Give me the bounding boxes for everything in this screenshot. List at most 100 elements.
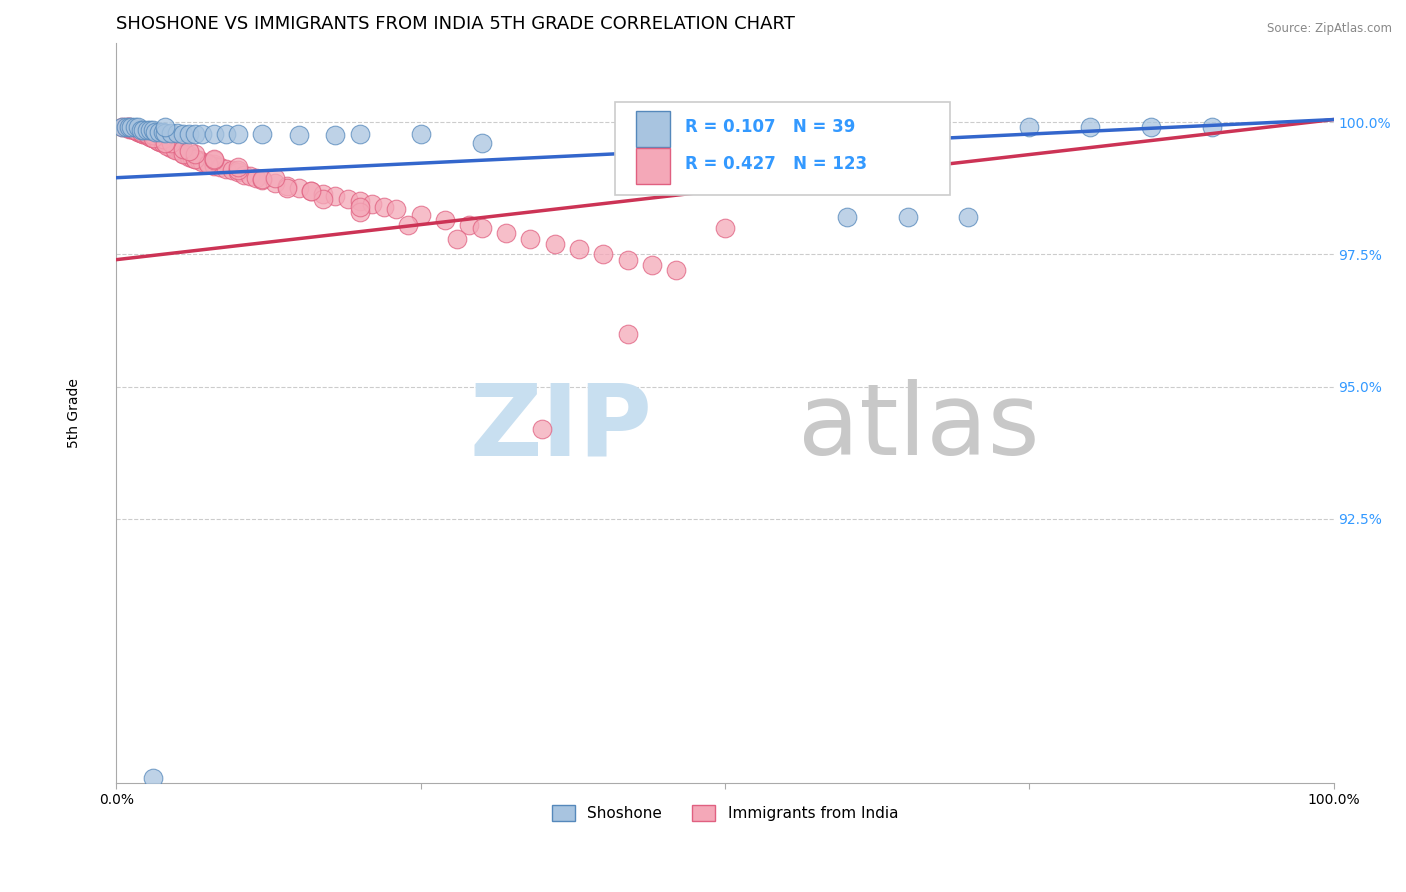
Point [172,142,194,156]
Point [135,128,157,143]
Point [409,208,432,222]
Point [641,258,664,272]
Point [172,147,194,161]
Point [129,125,152,139]
Point [226,160,249,174]
Point [179,127,201,141]
Point [312,186,335,201]
Point [665,263,688,277]
Point [202,127,225,141]
Text: 5th Grade: 5th Grade [66,378,80,448]
Point [470,221,492,235]
Point [543,236,565,251]
Point [153,136,176,151]
Point [160,136,183,151]
Point [153,120,176,135]
Text: R = 0.107   N = 39: R = 0.107 N = 39 [685,118,855,136]
Point [148,125,170,139]
Point [197,156,219,170]
Point [163,143,186,157]
Point [184,152,207,166]
Point [263,176,285,190]
Text: SHOSHONE VS IMMIGRANTS FROM INDIA 5TH GRADE CORRELATION CHART: SHOSHONE VS IMMIGRANTS FROM INDIA 5TH GR… [117,15,796,33]
Point [149,134,172,148]
Point [124,123,146,137]
Point [136,128,159,143]
Point [163,142,186,156]
Point [152,136,174,150]
Point [132,123,155,137]
Point [215,127,238,141]
Point [179,145,201,159]
Point [160,126,183,140]
Point [142,771,165,785]
Point [156,137,179,152]
Point [1201,120,1223,135]
Point [276,178,298,193]
Point [143,125,166,139]
Point [398,219,420,233]
Point [835,211,858,225]
Point [117,120,139,135]
Text: R = 0.427   N = 123: R = 0.427 N = 123 [685,154,868,172]
Point [349,205,371,219]
Point [336,192,359,206]
Point [120,121,142,136]
Point [184,147,207,161]
Point [124,123,146,137]
Point [115,120,138,135]
Point [117,121,139,136]
Point [166,142,188,156]
Point [179,150,201,164]
Point [172,145,194,160]
Point [124,123,146,137]
Point [143,131,166,145]
Point [132,127,155,141]
Point [127,125,149,139]
Point [312,192,335,206]
Point [135,127,157,141]
Point [142,131,165,145]
Point [120,120,142,135]
Point [202,159,225,173]
Point [349,127,371,141]
Point [197,157,219,171]
Point [202,153,225,168]
Point [152,136,174,151]
Point [592,247,614,261]
Point [132,126,155,140]
Point [146,134,169,148]
Point [184,152,207,166]
Text: atlas: atlas [799,379,1039,476]
Point [616,252,638,267]
Point [361,197,384,211]
Point [166,126,188,140]
Point [208,160,231,174]
Point [446,231,468,245]
Point [129,123,152,137]
Point [190,127,212,141]
Point [152,132,174,146]
Point [139,130,162,145]
Point [288,128,311,143]
Point [146,132,169,146]
Point [239,169,262,183]
Text: ZIP: ZIP [470,379,652,476]
Point [519,231,541,245]
Point [127,123,149,137]
Point [568,242,591,256]
Point [120,121,142,136]
Point [263,170,285,185]
Text: Source: ZipAtlas.com: Source: ZipAtlas.com [1267,22,1392,36]
Point [152,125,174,139]
Point [153,137,176,152]
Point [470,136,492,151]
Point [896,211,918,225]
Point [190,154,212,169]
Point [180,151,202,165]
Point [156,139,179,153]
Point [124,123,146,137]
Point [166,143,188,157]
Point [188,153,211,168]
Point [111,120,134,135]
